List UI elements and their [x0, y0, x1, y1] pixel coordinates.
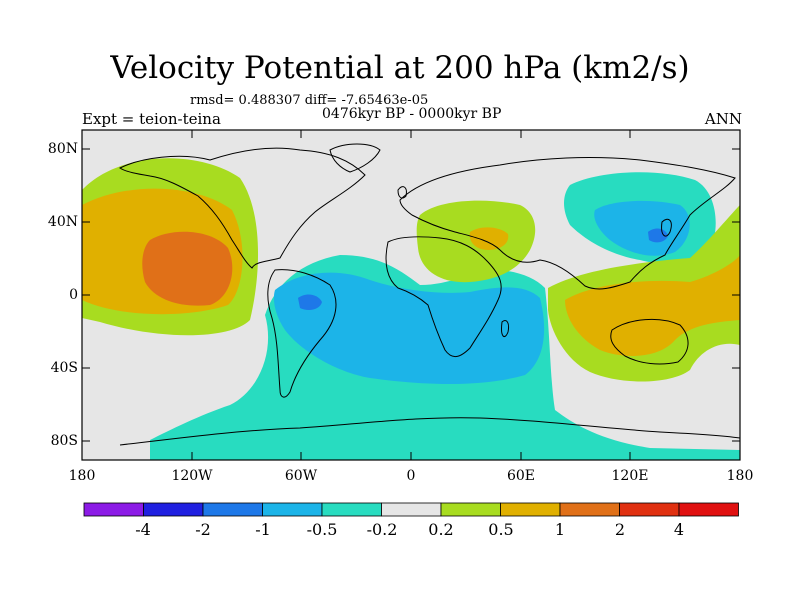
- coast-australia: [610, 318, 689, 365]
- neg-mid-region-japan: [594, 200, 690, 256]
- colorbar-label-5: 0.2: [428, 520, 454, 539]
- colorbar-box-5: [381, 502, 442, 517]
- lon-label-60w: 60W: [284, 468, 318, 484]
- colorbar-label-7: 1: [554, 520, 566, 539]
- rmsd-diff-stats: rmsd= 0.488307 diff= -7.65463e-05: [190, 93, 429, 108]
- colorbar-label-3: -0.5: [306, 520, 338, 539]
- lon-ticks: [191, 130, 631, 460]
- colorbar-label-8: 2: [614, 520, 626, 539]
- coast-greenland: [329, 143, 381, 173]
- colorbar-label-9: 4: [673, 520, 685, 539]
- neg-strong-region-amazon: [298, 294, 322, 310]
- colorbar-box-6: [440, 502, 501, 517]
- colorbar-box-10: [678, 502, 739, 517]
- lon-label-0: 0: [406, 468, 416, 484]
- coast-north-america: [119, 147, 366, 269]
- neg-strong-region-japan: [648, 228, 668, 243]
- colorbar-label-1: -2: [195, 520, 211, 539]
- colorbar-box-1: [143, 502, 204, 517]
- pos-strong-region-east-pacific: [142, 231, 233, 306]
- colorbar-box-0: [83, 502, 144, 517]
- lat-label-80s: 80S: [50, 433, 78, 449]
- coastlines: [119, 143, 740, 446]
- colorbar-box-7: [500, 502, 561, 517]
- lon-label-180-east: 180: [726, 468, 754, 484]
- coast-south-america: [267, 269, 337, 398]
- colorbar-label-4: -0.2: [366, 520, 398, 539]
- lat-label-40s: 40S: [50, 360, 78, 376]
- coast-eurasia: [399, 157, 736, 290]
- colorbar-box-2: [202, 502, 263, 517]
- colorbar-box-8: [559, 502, 620, 517]
- coast-japan: [661, 218, 672, 237]
- map-panel: [81, 129, 741, 461]
- colorbar-box-3: [262, 502, 323, 517]
- experiment-label: Expt = teion-teina: [82, 110, 221, 128]
- coast-madagascar: [501, 319, 509, 338]
- colorbar-label-0: -4: [135, 520, 151, 539]
- colorbar-box-9: [619, 502, 680, 517]
- lon-label-120w: 120W: [171, 468, 213, 484]
- lon-label-180-west: 180: [68, 468, 96, 484]
- neg-mid-region-atlantic: [273, 272, 545, 384]
- coast-africa: [385, 236, 502, 357]
- lat-label-80n: 80N: [47, 141, 78, 157]
- pos-mid-region-arabia: [469, 227, 509, 250]
- coast-antarctica: [119, 417, 740, 446]
- colorbar-box-4: [321, 502, 382, 517]
- lon-label-120e: 120E: [611, 468, 649, 484]
- lat-label-40n: 40N: [47, 214, 78, 230]
- colorbar-label-2: -1: [255, 520, 271, 539]
- colorbar-label-6: 0.5: [488, 520, 514, 539]
- season-label: ANN: [704, 110, 742, 128]
- lat-ticks: [82, 148, 740, 442]
- lat-label-0: 0: [69, 287, 78, 303]
- pos-mid-region-maritime: [565, 255, 740, 356]
- period-label: 0476kyr BP - 0000kyr BP: [322, 106, 502, 122]
- coast-uk: [397, 186, 407, 199]
- colorbar: [83, 502, 739, 517]
- contour-fills: [82, 158, 740, 460]
- lon-label-60e: 60E: [506, 468, 536, 484]
- map-title: Velocity Potential at 200 hPa (km2/s): [110, 50, 690, 86]
